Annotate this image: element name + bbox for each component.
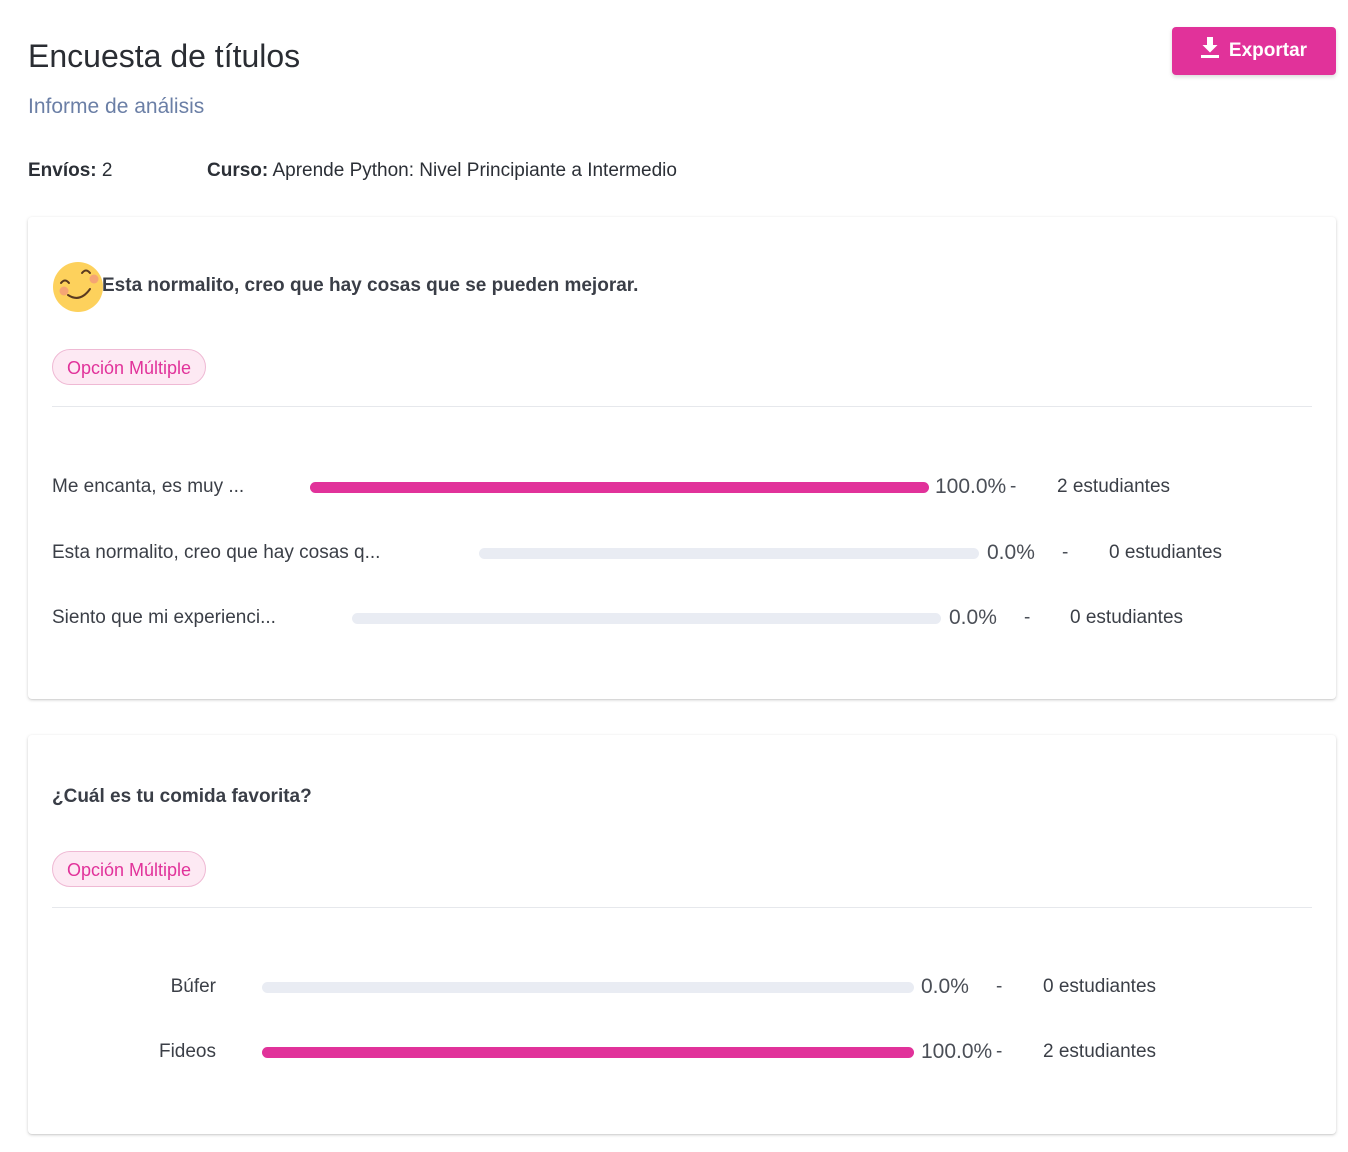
submissions-label: Envíos: <box>28 160 97 181</box>
option-progress-fill <box>310 482 929 493</box>
option-count: 2 estudiantes <box>1043 1041 1157 1062</box>
option-label: Siento que mi experienci... <box>52 607 276 628</box>
option-progress-bar <box>262 982 914 993</box>
option-separator: - <box>996 976 1003 997</box>
course-value: Aprende Python: Nivel Principiante a Int… <box>272 160 677 181</box>
page-subtitle: Informe de análisis <box>28 95 205 118</box>
option-percent: 0.0% <box>949 606 997 629</box>
submissions-info: Envíos: 2 <box>28 160 112 182</box>
option-progress-bar <box>310 482 929 493</box>
option-label: Fideos <box>158 1041 216 1062</box>
question-card: ¿Cuál es tu comida favorita? Opción Múlt… <box>28 735 1336 1134</box>
option-progress-bar <box>479 548 979 559</box>
divider <box>52 907 1312 908</box>
course-label: Curso: <box>207 160 269 181</box>
option-label: Esta normalito, creo que hay cosas q... <box>52 542 381 563</box>
divider <box>52 406 1312 407</box>
option-separator: - <box>1024 607 1031 628</box>
download-icon <box>1200 37 1219 65</box>
option-progress-bar <box>352 613 941 624</box>
question-type-badge: Opción Múltiple <box>52 851 207 887</box>
option-percent: 100.0% <box>935 475 1007 498</box>
option-separator: - <box>996 1041 1003 1062</box>
question-title: ¿Cuál es tu comida favorita? <box>52 786 312 807</box>
page-title: Encuesta de títulos <box>28 38 301 74</box>
option-percent: 100.0% <box>921 1040 993 1063</box>
option-separator: - <box>1010 476 1017 497</box>
option-label: Búfer <box>170 976 216 997</box>
question-type-badge: Opción Múltiple <box>52 349 207 385</box>
smiling-face-icon <box>52 261 104 318</box>
option-count: 0 estudiantes <box>1070 607 1184 628</box>
question-title: Esta normalito, creo que hay cosas que s… <box>102 275 639 296</box>
submissions-value: 2 <box>101 160 113 181</box>
option-count: 0 estudiantes <box>1043 976 1157 997</box>
option-percent: 0.0% <box>987 541 1035 564</box>
option-count: 0 estudiantes <box>1109 542 1223 563</box>
export-label: Exportar <box>1228 40 1308 61</box>
option-label: Me encanta, es muy ... <box>52 476 245 497</box>
option-progress-bar <box>262 1047 914 1058</box>
option-count: 2 estudiantes <box>1057 476 1171 497</box>
option-progress-fill <box>262 1047 914 1058</box>
option-separator: - <box>1062 542 1069 563</box>
question-card: Esta normalito, creo que hay cosas que s… <box>28 217 1336 699</box>
course-info: Curso: Aprende Python: Nivel Principiant… <box>207 160 677 182</box>
option-percent: 0.0% <box>921 975 969 998</box>
export-button[interactable]: Exportar <box>1172 27 1336 75</box>
